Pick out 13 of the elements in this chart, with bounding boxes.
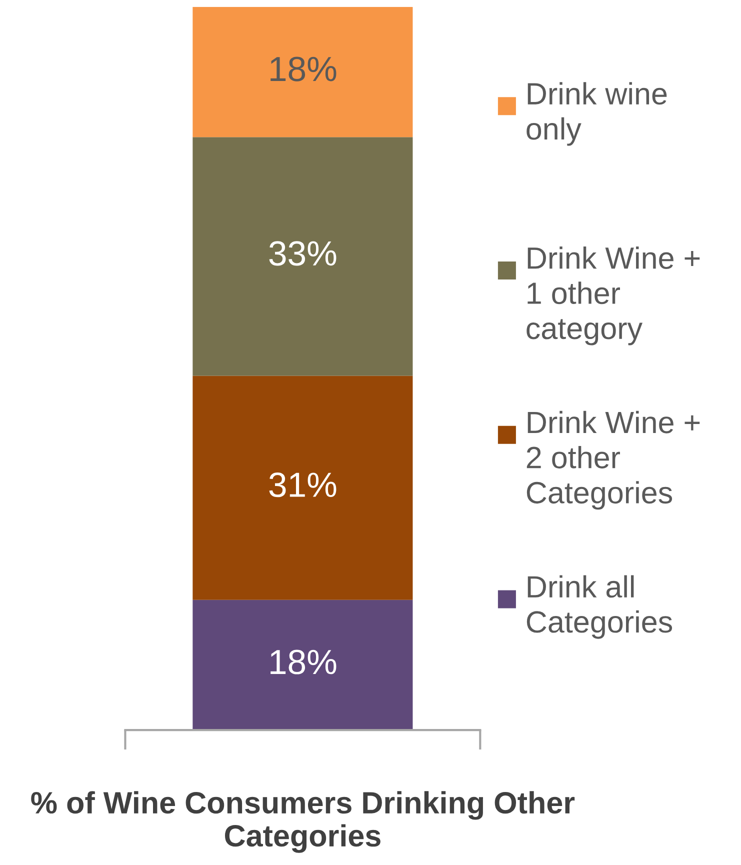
data-label: 18% <box>270 650 336 674</box>
bar <box>192 600 413 730</box>
bar <box>192 6 413 138</box>
legend-label: Drink wine only <box>526 82 667 146</box>
bar <box>192 376 413 600</box>
bar <box>192 137 413 376</box>
legend-label: Drink all Categories <box>526 575 672 639</box>
legend-label: Drink Wine + 1 other category <box>526 246 700 346</box>
x-axis-title: % of Wine Consumers Drinking Other Categories <box>31 791 575 853</box>
data-label: 33% <box>269 241 336 266</box>
data-label: 31% <box>269 472 336 498</box>
legend-label: Drink Wine + 2 other Categories <box>526 410 700 510</box>
data-label: 18% <box>270 56 336 82</box>
